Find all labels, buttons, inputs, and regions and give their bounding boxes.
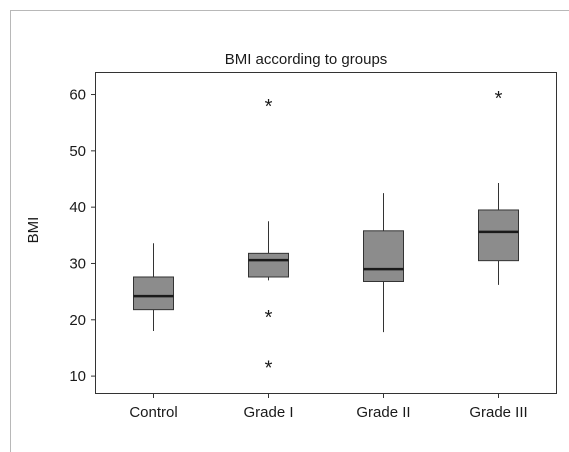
y-tick-label: 60 [69,87,86,104]
box-iqr [133,276,174,311]
box-iqr [363,230,404,282]
box-group [363,193,404,333]
chart-title: BMI according to groups [225,51,388,68]
box-iqr [248,252,289,278]
outlier-marker: * [495,88,503,110]
x-tick-label: Grade III [469,404,527,421]
outlier-marker: * [265,307,273,329]
x-tick-label: Control [129,404,177,421]
box-group: * [478,88,519,285]
y-axis-ticks: 10 20 30 40 50 60 [69,87,96,385]
y-axis-label: BMI [25,217,42,244]
x-tick-label: Grade II [356,404,410,421]
box-group [133,243,174,332]
outlier-marker: * [265,358,273,380]
x-axis-ticks: Control Grade I Grade II Grade III [129,393,528,421]
plot-area [95,72,557,394]
y-tick-label: 50 [69,143,86,160]
y-tick-label: 10 [69,368,86,385]
box-group: * * * [248,96,289,380]
y-tick-label: 40 [69,199,86,216]
y-tick-label: 30 [69,255,86,272]
box-iqr [478,209,519,262]
outlier-marker: * [265,96,273,118]
y-tick-label: 20 [69,312,86,329]
x-tick-label: Grade I [243,404,293,421]
box-series: * * * * [133,88,519,380]
